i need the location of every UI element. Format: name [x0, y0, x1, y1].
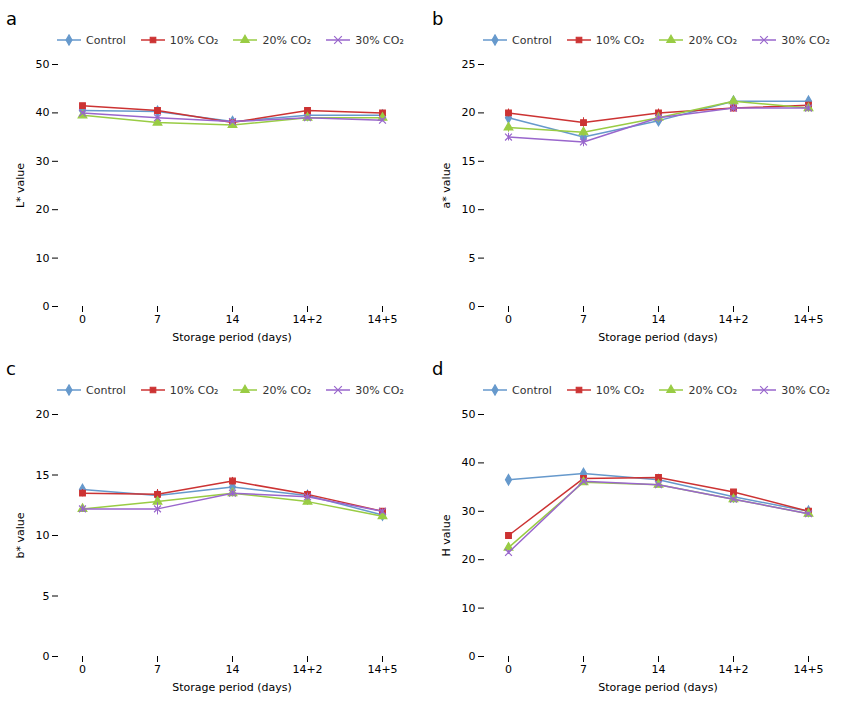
svg-text:0: 0 [79, 313, 86, 326]
html-text:10% CO₂: 10% CO₂ [169, 383, 219, 397]
svg-text:7: 7 [580, 663, 587, 676]
svg-text:14: 14 [652, 313, 666, 326]
html-text:Control: Control [86, 383, 126, 397]
svg-text:Storage period (days): Storage period (days) [598, 331, 718, 344]
svg-text:30: 30 [36, 155, 50, 168]
html-text:10% CO₂: 10% CO₂ [169, 33, 219, 47]
svg-text:14+5: 14+5 [367, 313, 397, 326]
svg-text:50: 50 [36, 58, 50, 71]
html-text:30% CO₂: 30% CO₂ [355, 383, 404, 397]
svg-text:14+2: 14+2 [292, 313, 322, 326]
svg-text:10: 10 [462, 602, 476, 615]
html-text:10% CO₂: 10% CO₂ [595, 33, 645, 47]
svg-text:H value: H value [440, 514, 453, 556]
html-text:b: b [432, 8, 444, 29]
svg-text:14: 14 [652, 663, 666, 676]
svg-text:20: 20 [36, 408, 50, 421]
svg-text:10: 10 [462, 203, 476, 216]
svg-text:0: 0 [79, 663, 86, 676]
svg-text:14: 14 [226, 663, 240, 676]
svg-text:0: 0 [505, 663, 512, 676]
svg-text:0: 0 [469, 650, 476, 663]
svg-text:0: 0 [43, 650, 50, 663]
svg-text:14+2: 14+2 [292, 663, 322, 676]
svg-text:7: 7 [154, 663, 161, 676]
svg-text:40: 40 [36, 106, 50, 119]
svg-text:10: 10 [36, 252, 50, 265]
svg-text:50: 50 [462, 408, 476, 421]
html-text:20% CO₂: 20% CO₂ [688, 33, 738, 47]
html-text:c: c [6, 358, 16, 379]
svg-text:Storage period (days): Storage period (days) [172, 681, 292, 694]
svg-text:20: 20 [462, 553, 476, 566]
svg-text:Storage period (days): Storage period (days) [172, 331, 292, 344]
svg-text:0: 0 [505, 313, 512, 326]
svg-text:15: 15 [36, 469, 50, 482]
svg-text:20: 20 [36, 203, 50, 216]
html-text:20% CO₂: 20% CO₂ [262, 33, 312, 47]
svg-text:7: 7 [154, 313, 161, 326]
svg-text:b* value: b* value [14, 512, 27, 558]
svg-text:10: 10 [36, 529, 50, 542]
svg-text:20: 20 [462, 106, 476, 119]
svg-text:14+5: 14+5 [367, 663, 397, 676]
svg-text:15: 15 [462, 155, 476, 168]
svg-text:0: 0 [43, 300, 50, 313]
svg-text:14+5: 14+5 [793, 663, 823, 676]
html-text:Control: Control [86, 33, 126, 47]
svg-text:14: 14 [226, 313, 240, 326]
html-text:30% CO₂: 30% CO₂ [355, 33, 404, 47]
svg-text:14+2: 14+2 [718, 663, 748, 676]
html-text:Control: Control [512, 383, 552, 397]
svg-text:L* value: L* value [14, 163, 27, 208]
html-text:a: a [6, 8, 17, 29]
svg-text:25: 25 [462, 58, 476, 71]
svg-text:5: 5 [43, 590, 50, 603]
svg-text:5: 5 [469, 252, 476, 265]
html-text:20% CO₂: 20% CO₂ [688, 383, 738, 397]
html-text:d: d [432, 358, 444, 379]
html-text:30% CO₂: 30% CO₂ [781, 33, 830, 47]
html-text:Control: Control [512, 33, 552, 47]
svg-text:14+5: 14+5 [793, 313, 823, 326]
html-text:30% CO₂: 30% CO₂ [781, 383, 830, 397]
svg-text:14+2: 14+2 [718, 313, 748, 326]
svg-text:0: 0 [469, 300, 476, 313]
svg-text:40: 40 [462, 456, 476, 469]
html-text:20% CO₂: 20% CO₂ [262, 383, 312, 397]
svg-text:a* value: a* value [440, 162, 453, 208]
html-text:10% CO₂: 10% CO₂ [595, 383, 645, 397]
svg-text:30: 30 [462, 505, 476, 518]
svg-text:Storage period (days): Storage period (days) [598, 681, 718, 694]
svg-text:7: 7 [580, 313, 587, 326]
